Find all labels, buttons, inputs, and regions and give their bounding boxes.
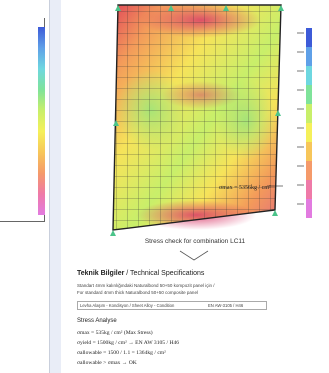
spec-row-label: Levha Alaşım - Kondisyon / Sheet Alloy -… xyxy=(80,303,175,308)
stress-contour-figure: σmax = 5356kg / cm² xyxy=(110,2,312,236)
analysis-line-3: σallowable = 1500 / 1.1 = 1364kg / cm² xyxy=(77,350,166,356)
spec-heading: Teknik Bilgiler / Technical Specificatio… xyxy=(77,270,204,277)
right-color-legend xyxy=(297,28,312,218)
spec-table-row: Levha Alaşım - Kondisyon / Sheet Alloy -… xyxy=(77,301,267,310)
analysis-line-1: σmax = 535kg / cm² (Max Stress) xyxy=(77,330,153,336)
analysis-line-2: σyield = 1500kg / cm² → EN AW 3105 / H46 xyxy=(77,340,180,346)
spec-heading-bold: Teknik Bilgiler xyxy=(77,270,125,277)
left-color-legend xyxy=(38,27,45,215)
spec-heading-rest: / Technical Specifications xyxy=(124,270,205,277)
panel-mesh xyxy=(113,5,281,230)
spec-row-value: EN AW-3105 / H46 xyxy=(208,303,244,308)
chevron-down-icon xyxy=(179,250,209,261)
document-page: σmax = 5356kg / cm² Stress check for com… xyxy=(61,0,329,373)
figure-caption: Stress check for combination LC11 xyxy=(144,238,246,245)
stress-analyse-heading: Stress Analyse xyxy=(77,318,117,324)
stress-label: σmax = 5356kg / cm² xyxy=(219,185,271,191)
spec-line-1: Standart 4mm kalınlığındaki Naturalbond … xyxy=(77,283,215,288)
analysis-line-4: σallowable > σmax → OK xyxy=(77,360,137,366)
support-markers xyxy=(110,5,284,236)
spec-line-2: For standard 4mm thick Naturalbond 50+50… xyxy=(77,290,198,295)
left-page-fragment xyxy=(0,0,50,373)
